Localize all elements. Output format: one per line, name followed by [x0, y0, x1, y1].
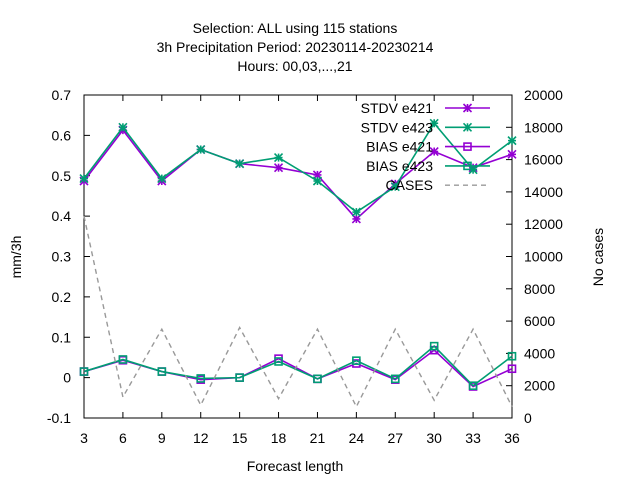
y2-tick-label: 14000: [524, 184, 563, 200]
plot-area: [79, 118, 517, 409]
x-tick-label: 18: [271, 430, 287, 446]
series-line-cases: [83, 215, 513, 409]
data-point-bias-e421: [507, 364, 517, 374]
chart-title: Selection: ALL using 115 stations 3h Pre…: [157, 20, 434, 74]
y2-tick-label: 20000: [524, 87, 563, 103]
x-tick-label: 12: [193, 430, 209, 446]
title-line-1: Selection: ALL using 115 stations: [193, 20, 398, 36]
legend-label-stdv-e421: STDV e421: [361, 100, 434, 116]
legend: STDV e421 STDV e423 BIAS e421 BIAS e423 CASE…: [361, 100, 490, 193]
x-tick-label: 6: [119, 430, 127, 446]
x-tick-label: 27: [387, 430, 403, 446]
data-point-bias-e423: [118, 355, 128, 364]
data-point-stdv-e423: [312, 176, 323, 186]
data-point-stdv-e421: [273, 163, 284, 173]
data-point-bias-e423: [274, 357, 283, 366]
x-tick-label: 3: [80, 430, 88, 446]
ticks: 3 6 9 12 15 18 21 24 27 30 33 36-0.100.10.20.30.40.…: [47, 87, 563, 446]
y2-tick-label: 6000: [524, 313, 555, 329]
data-point-bias-e423: [352, 356, 361, 365]
y-tick-label: 0.4: [52, 208, 72, 224]
y2-tick-label: 4000: [524, 345, 555, 361]
y-tick-label: 0: [63, 370, 71, 386]
series-line-stdv-e423: [83, 121, 513, 214]
data-point-stdv-e423: [429, 118, 439, 128]
legend-label-cases: CASES: [386, 177, 433, 193]
data-point-stdv-e423: [507, 136, 517, 146]
y-tick-label: 0.7: [52, 87, 72, 103]
y2-tick-label: 18000: [524, 119, 563, 135]
y-axis-label: mm/3h: [8, 236, 24, 279]
y2-tick-label: 16000: [524, 152, 563, 168]
data-point-stdv-e423: [390, 182, 400, 192]
data-point-bias-e423: [507, 351, 517, 361]
data-point-stdv-e423: [118, 122, 128, 132]
x-tick-label: 21: [310, 430, 326, 446]
x-tick-label: 36: [504, 430, 520, 446]
data-point-bias-e423: [157, 367, 167, 376]
data-point-stdv-e423: [79, 174, 89, 184]
legend-marker-stdv-e421: [462, 103, 473, 113]
data-point-stdv-e423: [273, 153, 284, 163]
legend-label-stdv-e423: STDV e423: [361, 119, 434, 135]
legend-marker-stdv-e423: [462, 122, 473, 132]
data-point-bias-e423: [196, 374, 206, 383]
data-point-stdv-e423: [196, 144, 206, 155]
y2-tick-label: 0: [524, 410, 532, 426]
series-line-stdv-e421: [83, 128, 513, 221]
data-point-stdv-e423: [235, 159, 245, 169]
series-line-bias-e423: [83, 345, 513, 387]
series-line-bias-e421: [83, 349, 513, 388]
data-point-bias-e423: [390, 374, 400, 384]
data-point-stdv-e421: [429, 146, 439, 157]
data-point-bias-e423: [313, 374, 322, 384]
x-tick-label: 33: [465, 430, 481, 446]
legend-marker-bias-e423: [463, 161, 472, 171]
y-tick-label: 0.2: [52, 289, 72, 305]
legend-marker-bias-e421: [463, 142, 472, 151]
y-tick-label: -0.1: [47, 410, 71, 426]
legend-label-bias-e423: BIAS e423: [366, 158, 433, 174]
y2-tick-label: 10000: [524, 249, 563, 265]
legend-label-bias-e421: BIAS e421: [366, 139, 433, 155]
y2-tick-label: 12000: [524, 216, 563, 232]
title-line-2: 3h Precipitation Period: 20230114-202302…: [157, 39, 434, 55]
data-point-bias-e423: [429, 341, 439, 351]
y2-axis-label: No cases: [590, 228, 606, 286]
y-tick-label: 0.3: [52, 249, 72, 265]
x-tick-label: 30: [426, 430, 442, 446]
y-tick-label: 0.5: [52, 168, 72, 184]
x-axis-label: Forecast length: [247, 458, 344, 474]
y-tick-label: 0.1: [52, 329, 72, 345]
data-point-stdv-e421: [351, 214, 361, 224]
data-point-bias-e423: [79, 367, 89, 376]
x-tick-label: 9: [158, 430, 166, 446]
x-tick-label: 15: [232, 430, 248, 446]
data-point-bias-e423: [235, 373, 244, 382]
y-tick-label: 0.6: [52, 127, 72, 143]
data-point-stdv-e421: [507, 149, 517, 159]
data-point-stdv-e423: [351, 207, 361, 217]
y2-tick-label: 2000: [524, 378, 555, 394]
title-line-3: Hours: 00,03,...,21: [237, 58, 352, 74]
data-point-stdv-e423: [157, 174, 167, 184]
x-tick-label: 24: [349, 430, 365, 446]
y2-tick-label: 8000: [524, 281, 555, 297]
data-point-bias-e423: [468, 381, 478, 391]
